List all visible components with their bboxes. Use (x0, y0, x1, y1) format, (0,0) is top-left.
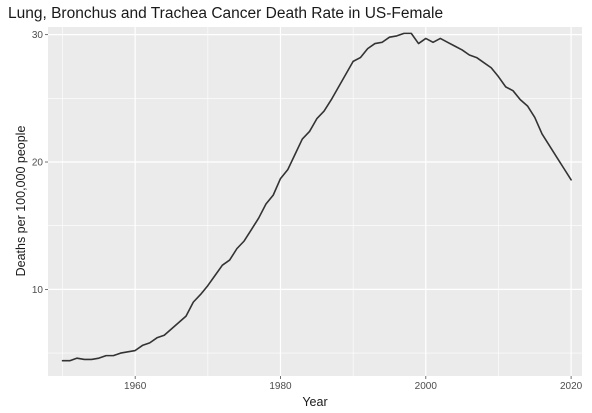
series-line (61, 32, 572, 362)
y-tick-label: 20 (32, 158, 44, 169)
x-tick-label: 2000 (415, 381, 438, 392)
y-tick-label: 10 (32, 285, 44, 296)
chart-title: Lung, Bronchus and Trachea Cancer Death … (8, 5, 443, 22)
x-axis-title: Year (302, 395, 327, 409)
x-tick-label: 1980 (269, 381, 292, 392)
plot-panel (48, 27, 582, 376)
y-axis: 10 20 30 (32, 30, 48, 296)
x-axis: 1960 1980 2000 2020 (124, 376, 583, 392)
y-tick-label: 30 (32, 30, 44, 41)
grid-minor (48, 27, 582, 376)
x-tick-label: 1960 (124, 381, 147, 392)
grid-major (48, 27, 582, 376)
x-tick-label: 2020 (560, 381, 583, 392)
y-axis-title: Deaths per 100,000 people (14, 126, 28, 277)
